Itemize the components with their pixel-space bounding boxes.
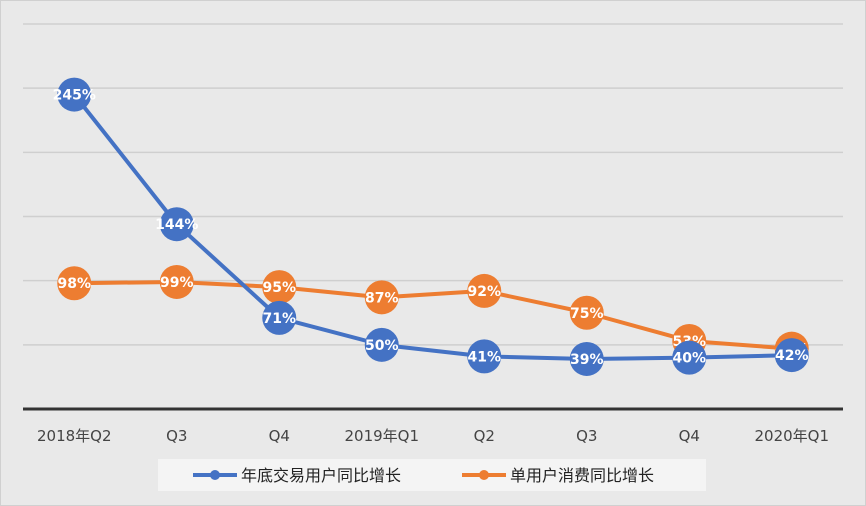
data-point	[569, 295, 604, 330]
legend-label: 单用户消费同比增长	[510, 466, 654, 485]
data-point	[672, 340, 707, 375]
x-tick-label: Q2	[474, 427, 495, 445]
data-point	[774, 338, 809, 373]
x-tick-label: 2020年Q1	[754, 427, 829, 445]
x-tick-label: 2019年Q1	[344, 427, 419, 445]
legend-swatch-marker	[479, 470, 489, 480]
data-point	[159, 264, 194, 299]
legend: 年底交易用户同比增长 单用户消费同比增长	[158, 459, 706, 491]
legend-label: 年底交易用户同比增长	[241, 466, 401, 485]
data-point	[159, 207, 194, 242]
data-label: 245%	[53, 88, 96, 104]
data-point	[467, 273, 502, 308]
data-label: 92%	[467, 284, 501, 300]
series-layer: 98%99%95%87%92%75%53%47%245%144%71%50%41…	[53, 77, 809, 376]
data-label: 75%	[570, 306, 604, 322]
data-point	[569, 341, 604, 376]
data-label: 99%	[160, 275, 194, 291]
data-label: 98%	[57, 276, 91, 292]
data-point	[57, 266, 92, 301]
legend-swatch-marker	[210, 470, 220, 480]
x-tick-label: 2018年Q2	[37, 427, 112, 445]
x-tick-labels: 2018年Q2 Q3 Q4 2019年Q1 Q2 Q3 Q4 2020年Q1	[37, 427, 829, 445]
legend-entry: 单用户消费同比增长	[462, 466, 654, 485]
x-tick-label: Q4	[679, 427, 700, 445]
data-label: 42%	[775, 348, 809, 364]
series-1: 245% 144% 71% 50% 41% 39% 40% 42%	[53, 77, 809, 376]
data-point	[467, 339, 502, 374]
series-line	[74, 279, 792, 351]
x-tick-label: Q3	[576, 427, 597, 445]
data-label: 41%	[467, 349, 501, 365]
data-point	[262, 270, 297, 305]
legend-entry: 年底交易用户同比增长	[193, 466, 401, 485]
data-label: 40%	[672, 351, 706, 367]
data-point	[57, 77, 92, 112]
data-label: 95%	[262, 280, 296, 296]
data-label: 39%	[570, 352, 604, 368]
x-tick-label: Q3	[166, 427, 187, 445]
series-line	[72, 93, 792, 361]
data-label: 71%	[262, 311, 296, 327]
data-point	[262, 300, 297, 335]
data-label: 87%	[365, 290, 399, 306]
x-tick-label: Q4	[269, 427, 290, 445]
legend-box	[158, 459, 706, 491]
data-label: 50%	[365, 338, 399, 354]
data-point	[364, 280, 399, 315]
data-point	[364, 327, 399, 362]
data-label: 144%	[155, 217, 198, 233]
